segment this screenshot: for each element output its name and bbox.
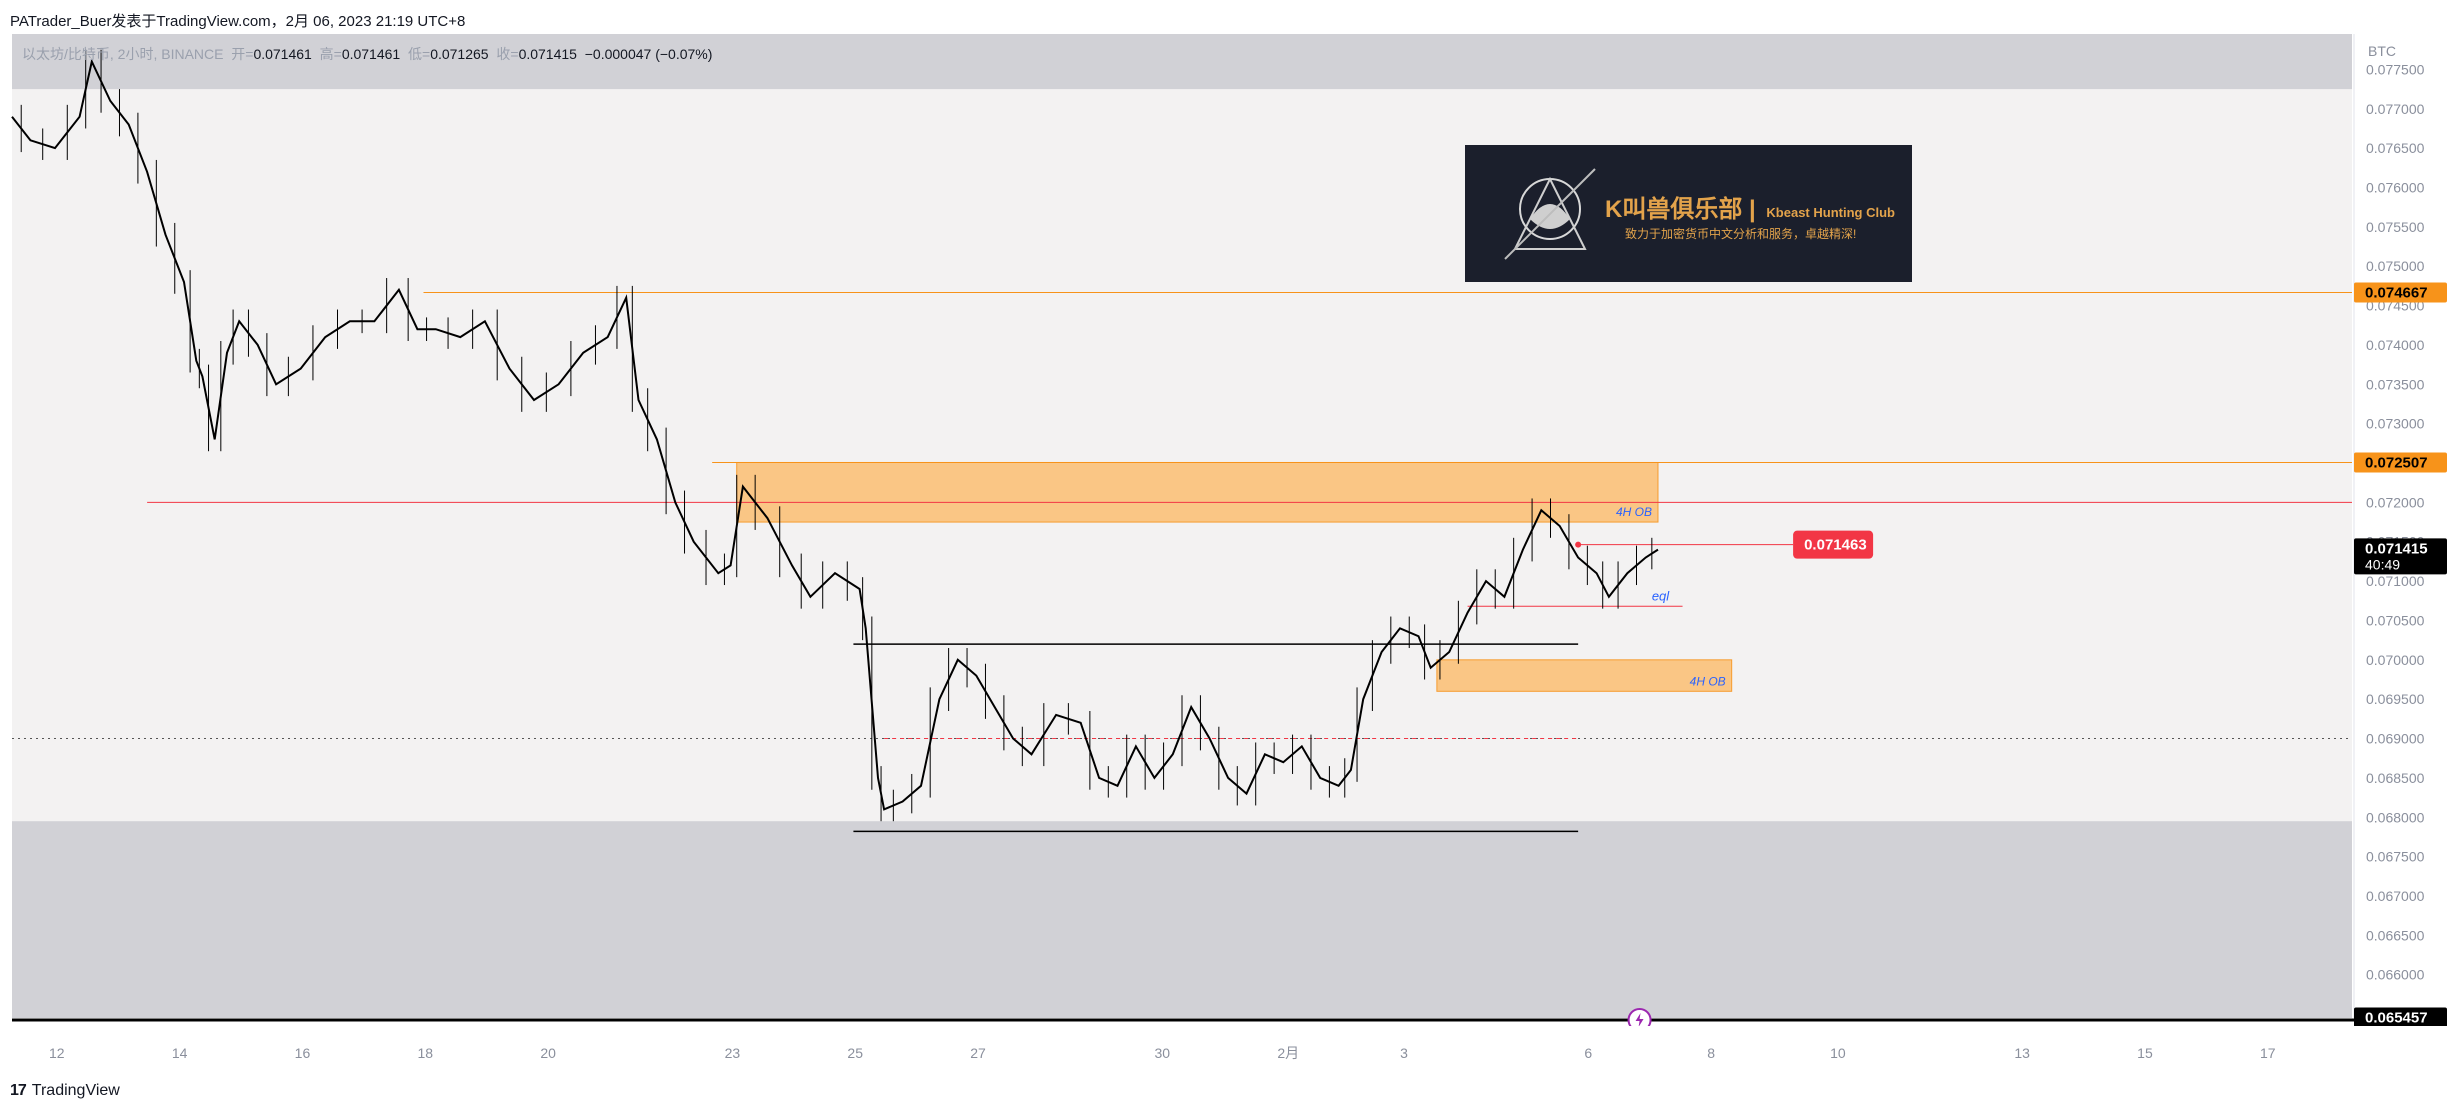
y-tick-label: 0.067500 [2366, 849, 2425, 865]
price-tag-label: 0.071415 [2365, 540, 2428, 557]
low-label: 低= [408, 46, 431, 62]
y-tick-label: 0.077500 [2366, 61, 2425, 77]
price-tag-box [2354, 1007, 2447, 1028]
samurai-logo-icon [1504, 168, 1596, 260]
currency-label: BTC [2368, 43, 2396, 59]
x-tick-label: 14 [172, 1045, 188, 1061]
y-tick-label: 0.071000 [2366, 573, 2425, 589]
close-label: 收= [496, 46, 519, 62]
x-tick-label: 27 [970, 1045, 986, 1061]
alert-price-box [1793, 530, 1874, 559]
price-tag-label: 0.074667 [2365, 284, 2428, 301]
x-tick-label: 16 [295, 1045, 311, 1061]
y-tick-label: 0.068500 [2366, 770, 2425, 786]
order-block-zone [1436, 659, 1733, 692]
price-tag-box [2354, 538, 2447, 575]
x-tick-label: 25 [847, 1045, 863, 1061]
price-tag-label: 0.072507 [2365, 454, 2428, 471]
tradingview-footer[interactable]: 17 TradingView [10, 1082, 120, 1100]
tradingview-brand: TradingView [31, 1082, 120, 1099]
open-label: 开= [231, 46, 254, 62]
y-tick-label: 0.072000 [2366, 494, 2425, 510]
logo-title: K叫兽俱乐部 [1605, 196, 1743, 223]
y-tick-label: 0.077000 [2366, 101, 2425, 117]
publish-caption: PATrader_Buer发表于TradingView.com，2月 06, 2… [10, 13, 466, 30]
symbol-label: 以太坊/比特币, 2小时, BINANCE [22, 46, 224, 62]
price-tag-box [2354, 452, 2447, 473]
x-tick-label: 2月 [1277, 1045, 1299, 1061]
y-tick-label: 0.070500 [2366, 612, 2425, 628]
high-label: 高= [319, 46, 342, 62]
y-tick-label: 0.070000 [2366, 652, 2425, 668]
x-tick-label: 17 [2260, 1045, 2276, 1061]
x-tick-label: 6 [1584, 1045, 1592, 1061]
close-value: 0.071415 [518, 46, 577, 62]
price-tag-box [2354, 282, 2447, 303]
alert-dot [1575, 541, 1582, 548]
y-tick-label: 0.074000 [2366, 337, 2425, 353]
order-block-zone [736, 461, 1659, 523]
countdown-label: 40:49 [2365, 556, 2400, 572]
eql-label: eql [1652, 588, 1670, 603]
y-tick-label: 0.069000 [2366, 731, 2425, 747]
x-tick-label: 13 [2014, 1045, 2030, 1061]
price-axis-background [2354, 34, 2453, 1018]
alert-price-label: 0.071463 [1804, 537, 1867, 554]
logo-title-en: Kbeast Hunting Club [1766, 205, 1895, 220]
y-tick-label: 0.076000 [2366, 180, 2425, 196]
x-tick-label: 3 [1400, 1045, 1408, 1061]
y-tick-label: 0.073500 [2366, 376, 2425, 392]
change-value: −0.000047 (−0.07%) [584, 46, 713, 62]
time-axis-background [0, 1026, 2453, 1072]
order-block-label: 4H OB [1690, 674, 1726, 688]
lower-range-band [12, 821, 2352, 1018]
x-tick-label: 15 [2137, 1045, 2153, 1061]
high-value: 0.071461 [341, 46, 401, 62]
logo-subtitle: 致力于加密货币中文分析和服务，卓越精深! [1625, 227, 1857, 241]
x-tick-label: 10 [1830, 1045, 1846, 1061]
x-tick-label: 20 [540, 1045, 556, 1061]
y-tick-label: 0.066500 [2366, 927, 2425, 943]
x-tick-label: 12 [49, 1045, 65, 1061]
lightning-glyph [1635, 1013, 1644, 1027]
x-tick-label: 18 [417, 1045, 433, 1061]
open-value: 0.071461 [253, 46, 312, 62]
y-tick-label: 0.066000 [2366, 967, 2425, 983]
x-tick-label: 23 [725, 1045, 741, 1061]
upper-range-band [12, 34, 2352, 90]
y-tick-label: 0.075500 [2366, 219, 2425, 235]
y-tick-label: 0.067000 [2366, 888, 2425, 904]
y-tick-label: 0.076500 [2366, 140, 2425, 156]
low-value: 0.071265 [430, 46, 489, 62]
ohlc-legend: 以太坊/比特币, 2小时, BINANCE 开=0.071461 高=0.071… [22, 44, 712, 64]
x-tick-label: 30 [1155, 1045, 1171, 1061]
price-tag-label: 0.065457 [2365, 1009, 2428, 1026]
order-block-label: 4H OB [1616, 505, 1652, 519]
y-tick-label: 0.069500 [2366, 691, 2425, 707]
y-tick-label: 0.068000 [2366, 809, 2425, 825]
club-logo-banner: K叫兽俱乐部 | Kbeast Hunting Club 致力于加密货币中文分析… [1465, 145, 1912, 282]
y-tick-label: 0.075000 [2366, 258, 2425, 274]
y-tick-label: 0.073000 [2366, 416, 2425, 432]
x-tick-label: 8 [1707, 1045, 1715, 1061]
tradingview-logo-icon: 17 [10, 1082, 27, 1099]
